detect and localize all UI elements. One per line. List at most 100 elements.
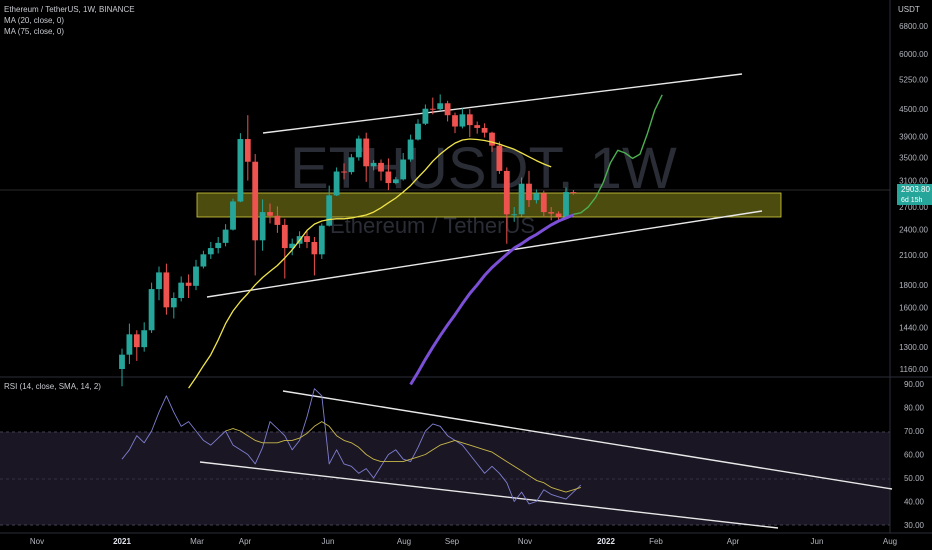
candle-body[interactable] [526, 183, 532, 201]
candle-body[interactable] [481, 127, 488, 133]
candle-body[interactable] [244, 139, 251, 162]
candle-body[interactable] [207, 248, 214, 255]
candle-body[interactable] [178, 282, 185, 299]
candle-body[interactable] [415, 123, 421, 140]
candle-body[interactable] [400, 159, 407, 180]
price-tick-label: 2400.00 [899, 226, 928, 235]
candle-body[interactable] [341, 171, 347, 173]
upper-channel-line [262, 73, 743, 134]
candle-body[interactable] [533, 193, 540, 201]
candle-body[interactable] [459, 114, 466, 127]
price-tick-label: 1160.00 [900, 365, 929, 374]
time-axis[interactable]: Nov 2021 Mar Apr Jun Aug Sep Nov 2022 Feb Apr Jun Au… [30, 537, 897, 546]
rsi-tick-label: 60.00 [904, 451, 925, 460]
candle-body[interactable] [222, 229, 229, 243]
candle-body[interactable] [230, 201, 236, 230]
candle-body[interactable] [274, 215, 281, 225]
ma20-legend[interactable]: MA (20, close, 0) [4, 16, 65, 25]
candle-body[interactable] [422, 108, 429, 124]
candle-body[interactable] [511, 214, 518, 216]
candle-body[interactable] [355, 138, 362, 158]
price-tick-label: 4500.00 [899, 105, 928, 114]
candle-body[interactable] [170, 298, 177, 308]
time-tick-label: Jun [322, 537, 335, 546]
candle-body[interactable] [452, 115, 458, 127]
candle-body[interactable] [333, 171, 340, 196]
candle-body[interactable] [392, 179, 399, 184]
price-badge-value: 2903.80 [901, 185, 930, 194]
candle-body[interactable] [185, 282, 192, 286]
candle-body[interactable] [570, 192, 577, 194]
price-badge-countdown: 6d 15h [901, 197, 923, 204]
rsi-upper-trendline [282, 390, 893, 490]
ma20-line [188, 138, 552, 389]
rsi-tick-label: 70.00 [904, 427, 925, 436]
candle-body[interactable] [163, 272, 170, 308]
time-tick-label: Aug [397, 537, 411, 546]
candle-body[interactable] [281, 224, 288, 249]
candle-body[interactable] [119, 354, 125, 369]
time-tick-label: 2021 [113, 537, 131, 546]
support-zone [196, 192, 782, 218]
candle-body[interactable] [563, 192, 569, 217]
candle-body[interactable] [133, 334, 140, 348]
price-tick-label: 1440.00 [899, 324, 928, 333]
time-tick-label: Mar [190, 537, 204, 546]
candle-body[interactable] [267, 212, 273, 216]
candle-body[interactable] [193, 266, 199, 286]
candle-body[interactable] [489, 132, 495, 146]
rsi-tick-label: 50.00 [904, 474, 925, 483]
candle-body[interactable] [518, 183, 525, 215]
candle-body[interactable] [474, 125, 481, 128]
currency-label: USDT [898, 5, 920, 14]
price-badge [897, 184, 932, 205]
candle-body[interactable] [318, 225, 325, 255]
rsi-ma-line [225, 421, 581, 493]
rsi-axis[interactable]: 90.00 80.00 70.00 60.00 50.00 40.00 30.00 [904, 380, 925, 530]
rsi-tick-label: 80.00 [904, 404, 925, 413]
candle-body[interactable] [141, 330, 148, 348]
candle-body[interactable] [407, 139, 414, 160]
candle-body[interactable] [259, 212, 266, 241]
time-tick-label: Feb [649, 537, 663, 546]
candle-body[interactable] [496, 145, 503, 171]
ma75-line [409, 213, 574, 386]
candle-body[interactable] [289, 243, 296, 249]
time-tick-label: Jun [811, 537, 824, 546]
candle-body[interactable] [326, 195, 333, 226]
candle-body[interactable] [540, 193, 547, 213]
candle-body[interactable] [363, 138, 370, 167]
candle-body[interactable] [304, 236, 310, 243]
candle-body[interactable] [503, 170, 510, 215]
candle-body[interactable] [126, 334, 133, 355]
candle-body[interactable] [148, 289, 155, 331]
candle-body[interactable] [429, 108, 436, 110]
rsi-legend[interactable]: RSI (14, close, SMA, 14, 2) [4, 382, 101, 391]
time-tick-label: Apr [239, 537, 252, 546]
candle-body[interactable] [311, 242, 318, 255]
candle-body[interactable] [466, 114, 473, 126]
candles-layer [119, 94, 577, 387]
price-tick-label: 1300.00 [899, 343, 928, 352]
candle-body[interactable] [444, 103, 451, 116]
price-tick-label: 3100.00 [899, 177, 928, 186]
candle-body[interactable] [348, 157, 355, 173]
candle-body[interactable] [200, 254, 207, 267]
candle-body[interactable] [385, 171, 392, 184]
projection-path [573, 94, 663, 215]
candle-body[interactable] [378, 162, 384, 172]
candle-body[interactable] [548, 212, 555, 214]
ma75-legend[interactable]: MA (75, close, 0) [4, 27, 65, 36]
candle-body[interactable] [252, 161, 259, 241]
candle-body[interactable] [555, 213, 562, 217]
candle-body[interactable] [437, 103, 444, 110]
price-tick-label: 2100.00 [899, 251, 928, 260]
price-axis[interactable]: 6800.00 6000.00 5250.00 4500.00 3900.00 3500.… [899, 22, 928, 374]
candle-body[interactable] [370, 162, 377, 167]
rsi-tick-label: 90.00 [904, 380, 925, 389]
candle-body[interactable] [156, 272, 162, 290]
time-tick-label: Nov [30, 537, 44, 546]
candle-body[interactable] [215, 242, 222, 249]
candle-body[interactable] [237, 139, 244, 202]
